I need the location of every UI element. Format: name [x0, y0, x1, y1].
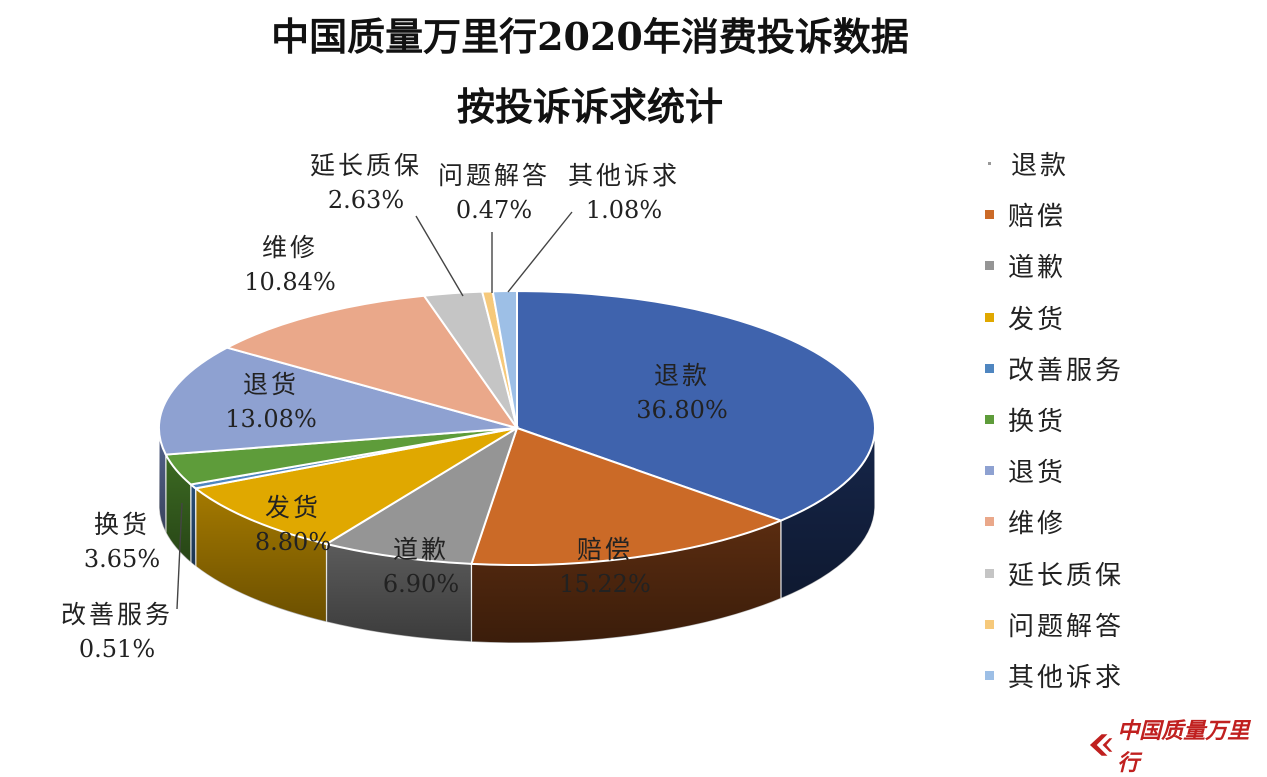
pie-chart: 退款 36.80% 赔偿 15.22% 道歉 6.90% 发货 8.80% 改善服务 0.51% 换…: [61, 151, 876, 663]
data-label-value-5: 3.65%: [84, 545, 160, 573]
data-label-name-5: 换货: [94, 510, 150, 539]
leader-line-4: [176, 502, 183, 610]
pie-wall-shade-5: [165, 454, 191, 563]
data-label-value-6: 13.08%: [225, 405, 317, 433]
legend-swatch: [985, 466, 994, 476]
legend-item: 退款: [985, 138, 1124, 189]
legend-label: 维修: [1008, 509, 1067, 540]
legend-item: 其他诉求: [985, 650, 1124, 701]
legend-label: 退款: [1011, 151, 1070, 182]
legend-item: 道歉: [985, 240, 1124, 291]
legend-swatch: [985, 670, 994, 680]
legend-item: 延长质保: [985, 548, 1124, 599]
data-label-name-4: 改善服务: [61, 600, 173, 629]
legend-item: 问题解答: [985, 599, 1124, 650]
data-label-name-1: 赔偿: [577, 535, 633, 564]
pie-slice-3: [193, 427, 518, 546]
data-labels: 退款 36.80% 赔偿 15.22% 道歉 6.90% 发货 8.80% 改善服务 0.51% 换…: [61, 151, 728, 663]
logo-text: 中国质量万里行: [1117, 718, 1250, 776]
legend-swatch: [988, 162, 991, 166]
pie-slice-6: [158, 346, 518, 456]
legend-label: 道歉: [1008, 253, 1067, 284]
legend-label: 发货: [1008, 304, 1067, 335]
legend: 退款赔偿道歉发货改善服务换货退货维修延长质保问题解答其他诉求: [985, 138, 1124, 701]
data-label-name-0: 退款: [654, 361, 710, 390]
pie-top-layer: [158, 289, 876, 566]
leader-lines: [176, 211, 573, 610]
legend-swatch: [985, 363, 994, 373]
logo-chevron-icon: [1089, 734, 1113, 756]
data-label-name-2: 道歉: [393, 535, 449, 564]
pie-slice-0: [516, 289, 876, 522]
legend-swatch: [985, 619, 994, 629]
pie-wall-shade-0: [780, 428, 875, 599]
legend-label: 其他诉求: [1008, 662, 1125, 693]
data-label-name-3: 发货: [265, 493, 321, 522]
chart-title-line-1: 中国质量万里行2020年消费投诉数据: [271, 14, 909, 59]
leader-line-8: [415, 215, 464, 297]
data-label-name-6: 退货: [243, 370, 299, 399]
pie-side-layer: [158, 427, 876, 644]
data-label-value-3: 8.80%: [255, 528, 331, 556]
pie-wall-shade-6: [159, 428, 166, 533]
data-label-value-2: 6.90%: [383, 570, 459, 598]
pie-slice-2: [323, 425, 519, 565]
legend-label: 改善服务: [1008, 355, 1125, 386]
data-label-value-10: 1.08%: [586, 196, 662, 224]
legend-item: 退货: [985, 445, 1124, 496]
legend-item: 换货: [985, 394, 1124, 445]
data-label-value-0: 36.80%: [636, 396, 728, 424]
data-label-name-8: 延长质保: [310, 151, 422, 180]
pie-slice-1: [470, 426, 784, 566]
legend-label: 延长质保: [1008, 560, 1125, 591]
legend-swatch: [985, 312, 994, 322]
legend-swatch: [985, 261, 994, 271]
legend-swatch: [985, 517, 994, 527]
pie-wall-shade-4: [190, 484, 196, 567]
data-label-name-9: 问题解答: [438, 161, 550, 190]
chart-title-line-2: 按投诉诉求统计: [456, 84, 723, 129]
data-label-value-4: 0.51%: [79, 635, 155, 663]
legend-label: 退货: [1008, 458, 1067, 489]
legend-item: 改善服务: [985, 343, 1124, 394]
pie-wall-shade-2: [326, 543, 472, 642]
legend-swatch: [985, 210, 994, 220]
legend-swatch: [985, 568, 994, 578]
pie-wall-shade-3: [195, 488, 327, 622]
leader-line-10: [507, 211, 573, 293]
data-label-name-10: 其他诉求: [568, 161, 680, 190]
pie-wall-shade-1: [471, 520, 781, 643]
data-label-name-7: 维修: [262, 233, 318, 262]
legend-label: 赔偿: [1008, 202, 1067, 233]
data-label-value-7: 10.84%: [244, 268, 336, 296]
legend-swatch: [985, 415, 994, 425]
pie-slice-7: [224, 294, 520, 430]
pie-slice-10: [491, 289, 518, 429]
legend-item: 赔偿: [985, 189, 1124, 240]
brand-logo: 中国质量万里行: [1088, 713, 1267, 777]
legend-label: 换货: [1008, 407, 1067, 438]
legend-item: 维修: [985, 496, 1124, 547]
legend-label: 问题解答: [1008, 611, 1125, 642]
data-label-value-1: 15.22%: [559, 570, 651, 598]
data-label-value-9: 0.47%: [456, 196, 532, 224]
legend-item: 发货: [985, 292, 1124, 343]
data-label-value-8: 2.63%: [328, 186, 404, 214]
